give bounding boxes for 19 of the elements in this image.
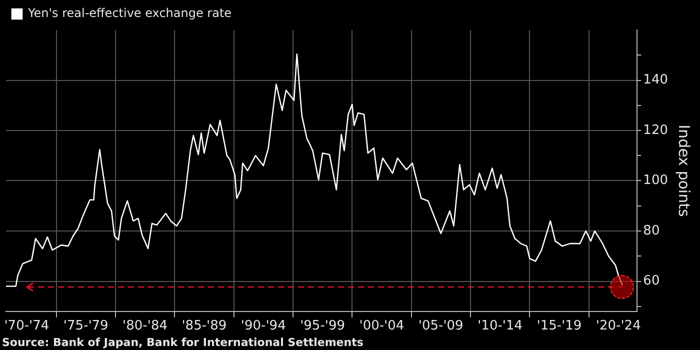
legend-label: Yen's real-effective exchange rate bbox=[27, 6, 232, 20]
x-tick-label: '05-'09 bbox=[418, 318, 464, 334]
x-tick-label: '10-'14 bbox=[478, 318, 523, 334]
x-tick-label: '70-'74 bbox=[4, 318, 50, 334]
x-tick-label: '75-'79 bbox=[63, 318, 108, 334]
x-tick-label: '85-'89 bbox=[182, 318, 227, 334]
x-tick-label: '95-'99 bbox=[300, 318, 346, 334]
y-tick-label: 140 bbox=[643, 72, 668, 88]
x-tick-label: '20-'24 bbox=[596, 318, 641, 334]
x-tick-label: '00-'04 bbox=[359, 318, 404, 334]
y-tick-label: 120 bbox=[643, 122, 668, 138]
y-tick-label: 80 bbox=[643, 223, 660, 238]
y-axis-title: Index points bbox=[675, 124, 694, 217]
x-tick-label: '15-'19 bbox=[536, 318, 582, 334]
y-tick-label: 60 bbox=[643, 274, 660, 289]
source-note: Source: Bank of Japan, Bank for International Settlements bbox=[2, 336, 364, 349]
x-tick-label: '80-'84 bbox=[122, 318, 168, 334]
y-tick-label: 100 bbox=[643, 173, 668, 188]
x-tick-label: '90-'94 bbox=[240, 318, 286, 334]
